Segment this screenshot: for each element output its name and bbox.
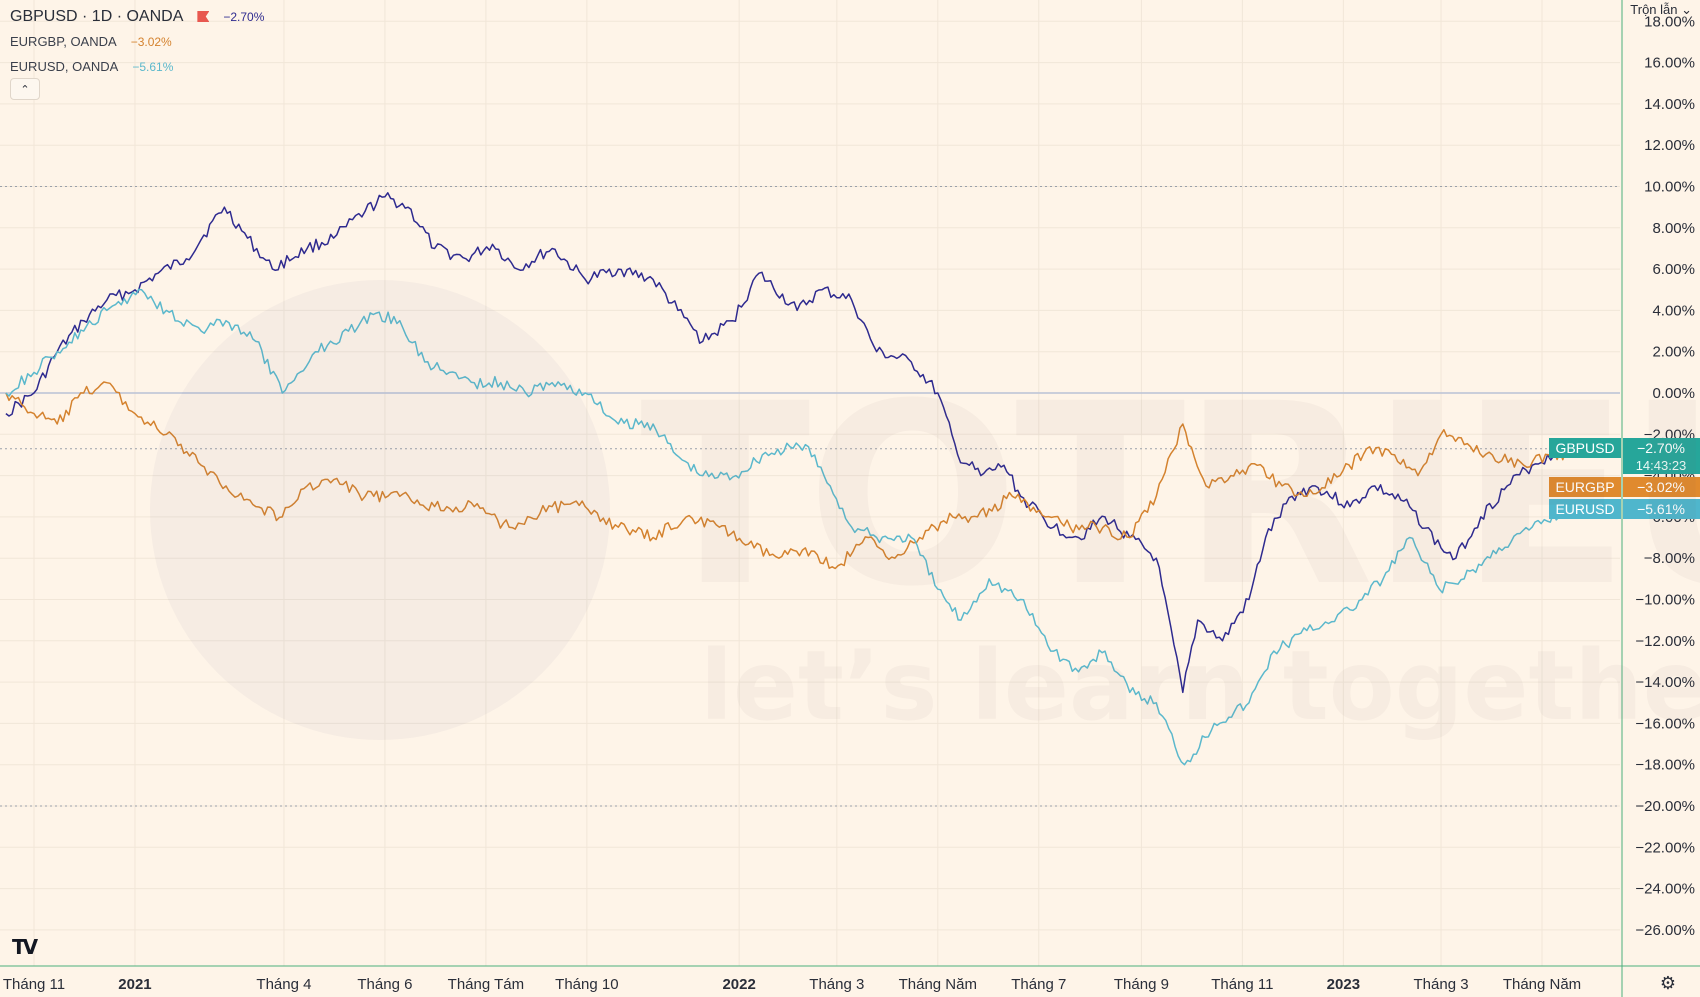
series-name-label: EURUSD, OANDA	[10, 59, 119, 74]
series-line-eurgbp	[5, 381, 1570, 570]
x-tick-label: Tháng Năm	[899, 976, 977, 993]
series-line-eurusd	[5, 288, 1569, 766]
y-tick-label: 14.00%	[1644, 96, 1695, 113]
x-tick-label: Tháng 9	[1114, 976, 1169, 993]
last-value-tag-box	[1623, 438, 1700, 474]
y-tick-label: −8.00%	[1644, 550, 1695, 567]
series-name-label: EURGBP, OANDA	[10, 34, 117, 49]
y-tick-label: −14.00%	[1635, 674, 1695, 691]
y-tick-label: −18.00%	[1635, 757, 1695, 774]
series-name-tag	[1549, 499, 1621, 519]
x-tick-label: Tháng 3	[809, 976, 864, 993]
grid	[0, 0, 1620, 966]
x-tick-label: 2023	[1327, 976, 1360, 993]
y-tick-label: −26.00%	[1635, 922, 1695, 939]
tradingview-logo[interactable]: TV	[12, 935, 38, 959]
y-tick-label: 8.00%	[1652, 220, 1695, 237]
y-tick-label: 18.00%	[1644, 13, 1695, 30]
main-change-value: −2.70%	[223, 9, 265, 24]
flag-icon[interactable]	[197, 11, 209, 22]
watermark-logo	[150, 280, 610, 740]
gear-icon[interactable]: ⚙	[1659, 973, 1676, 993]
y-tick-label: −16.00%	[1635, 715, 1695, 732]
countdown-text: 14:43:23	[1636, 458, 1687, 473]
x-axis: Tháng 11 2021 Tháng 4 Tháng 6 Tháng Tám Tháng…	[0, 965, 1700, 993]
y-tick-label: −22.00%	[1635, 839, 1695, 856]
last-value-tag-box	[1623, 499, 1700, 519]
x-tick-label: Tháng 10	[555, 976, 618, 993]
series-name-tag-text: EURUSD	[1555, 501, 1614, 517]
y-tick-label: 0.00%	[1652, 385, 1695, 402]
last-value-tag-box	[1623, 477, 1700, 497]
y-tick-label: 2.00%	[1652, 344, 1695, 361]
x-tick-label: 2021	[118, 976, 151, 993]
watermark-brand: TOTRIEU	[640, 350, 1700, 641]
x-tick-label: 2022	[722, 976, 755, 993]
last-value-tag-eurgbp: EURGBP −3.02%	[1549, 477, 1700, 497]
y-tick-label: 16.00%	[1644, 55, 1695, 72]
x-tick-label: Tháng 11	[3, 976, 65, 993]
legend-series-eurusd[interactable]: EURUSD, OANDA −5.61%	[10, 54, 264, 79]
series-change-value: −5.61%	[132, 59, 174, 74]
series-lines	[5, 192, 1570, 766]
y-axis: 18.00% 16.00% 14.00% 12.00% 10.00% 8.00% 6.00%…	[1621, 0, 1695, 997]
scale-mode-dropdown[interactable]: Trộn lẫn ⌄	[1630, 2, 1692, 17]
series-name-tag	[1549, 477, 1621, 497]
last-value-tag-eurusd: EURUSD −5.61%	[1549, 499, 1700, 519]
last-value-tag-gbpusd: GBPUSD −2.70% 14:43:23	[1549, 438, 1700, 474]
last-value-text: −3.02%	[1637, 479, 1685, 495]
collapse-legend-button[interactable]: ⌃	[10, 78, 40, 100]
y-tick-label: 4.00%	[1652, 302, 1695, 319]
y-tick-label: −10.00%	[1635, 592, 1695, 609]
series-change-value: −3.02%	[130, 34, 172, 49]
x-tick-label: Tháng 6	[357, 976, 412, 993]
last-value-labels: GBPUSD −2.70% 14:43:23 EURGBP −3.02% EURUSD −5…	[1549, 438, 1700, 519]
x-tick-label: Tháng 4	[256, 976, 311, 993]
y-tick-label: 12.00%	[1644, 137, 1695, 154]
y-tick-label: −24.00%	[1635, 881, 1695, 898]
last-value-text: −5.61%	[1637, 501, 1685, 517]
series-name-tag-text: GBPUSD	[1555, 440, 1614, 456]
x-tick-label: Tháng Năm	[1503, 976, 1581, 993]
last-value-text: −2.70%	[1637, 440, 1685, 456]
legend-series-eurgbp[interactable]: EURGBP, OANDA −3.02%	[10, 29, 264, 54]
x-tick-label: Tháng 11	[1211, 976, 1273, 993]
watermark-tagline: let’s learn together	[700, 630, 1700, 742]
reference-lines	[0, 186, 1620, 807]
series-name-tag	[1549, 438, 1621, 458]
series-line-gbpusd	[5, 192, 1570, 694]
x-tick-label: Tháng 3	[1414, 976, 1469, 993]
y-tick-label: 6.00%	[1652, 261, 1695, 278]
y-tick-label: −12.00%	[1635, 633, 1695, 650]
x-tick-label: Tháng 7	[1011, 976, 1066, 993]
x-tick-label: Tháng Tám	[448, 976, 524, 993]
series-name-tag-text: EURGBP	[1555, 479, 1614, 495]
main-symbol-label: GBPUSD · 1D · OANDA	[10, 7, 184, 25]
legend: GBPUSD · 1D · OANDA −2.70% EURGBP, OANDA…	[10, 4, 264, 79]
y-tick-label: 10.00%	[1644, 179, 1695, 196]
y-tick-label: −20.00%	[1635, 798, 1695, 815]
legend-main-series[interactable]: GBPUSD · 1D · OANDA −2.70%	[10, 4, 264, 29]
